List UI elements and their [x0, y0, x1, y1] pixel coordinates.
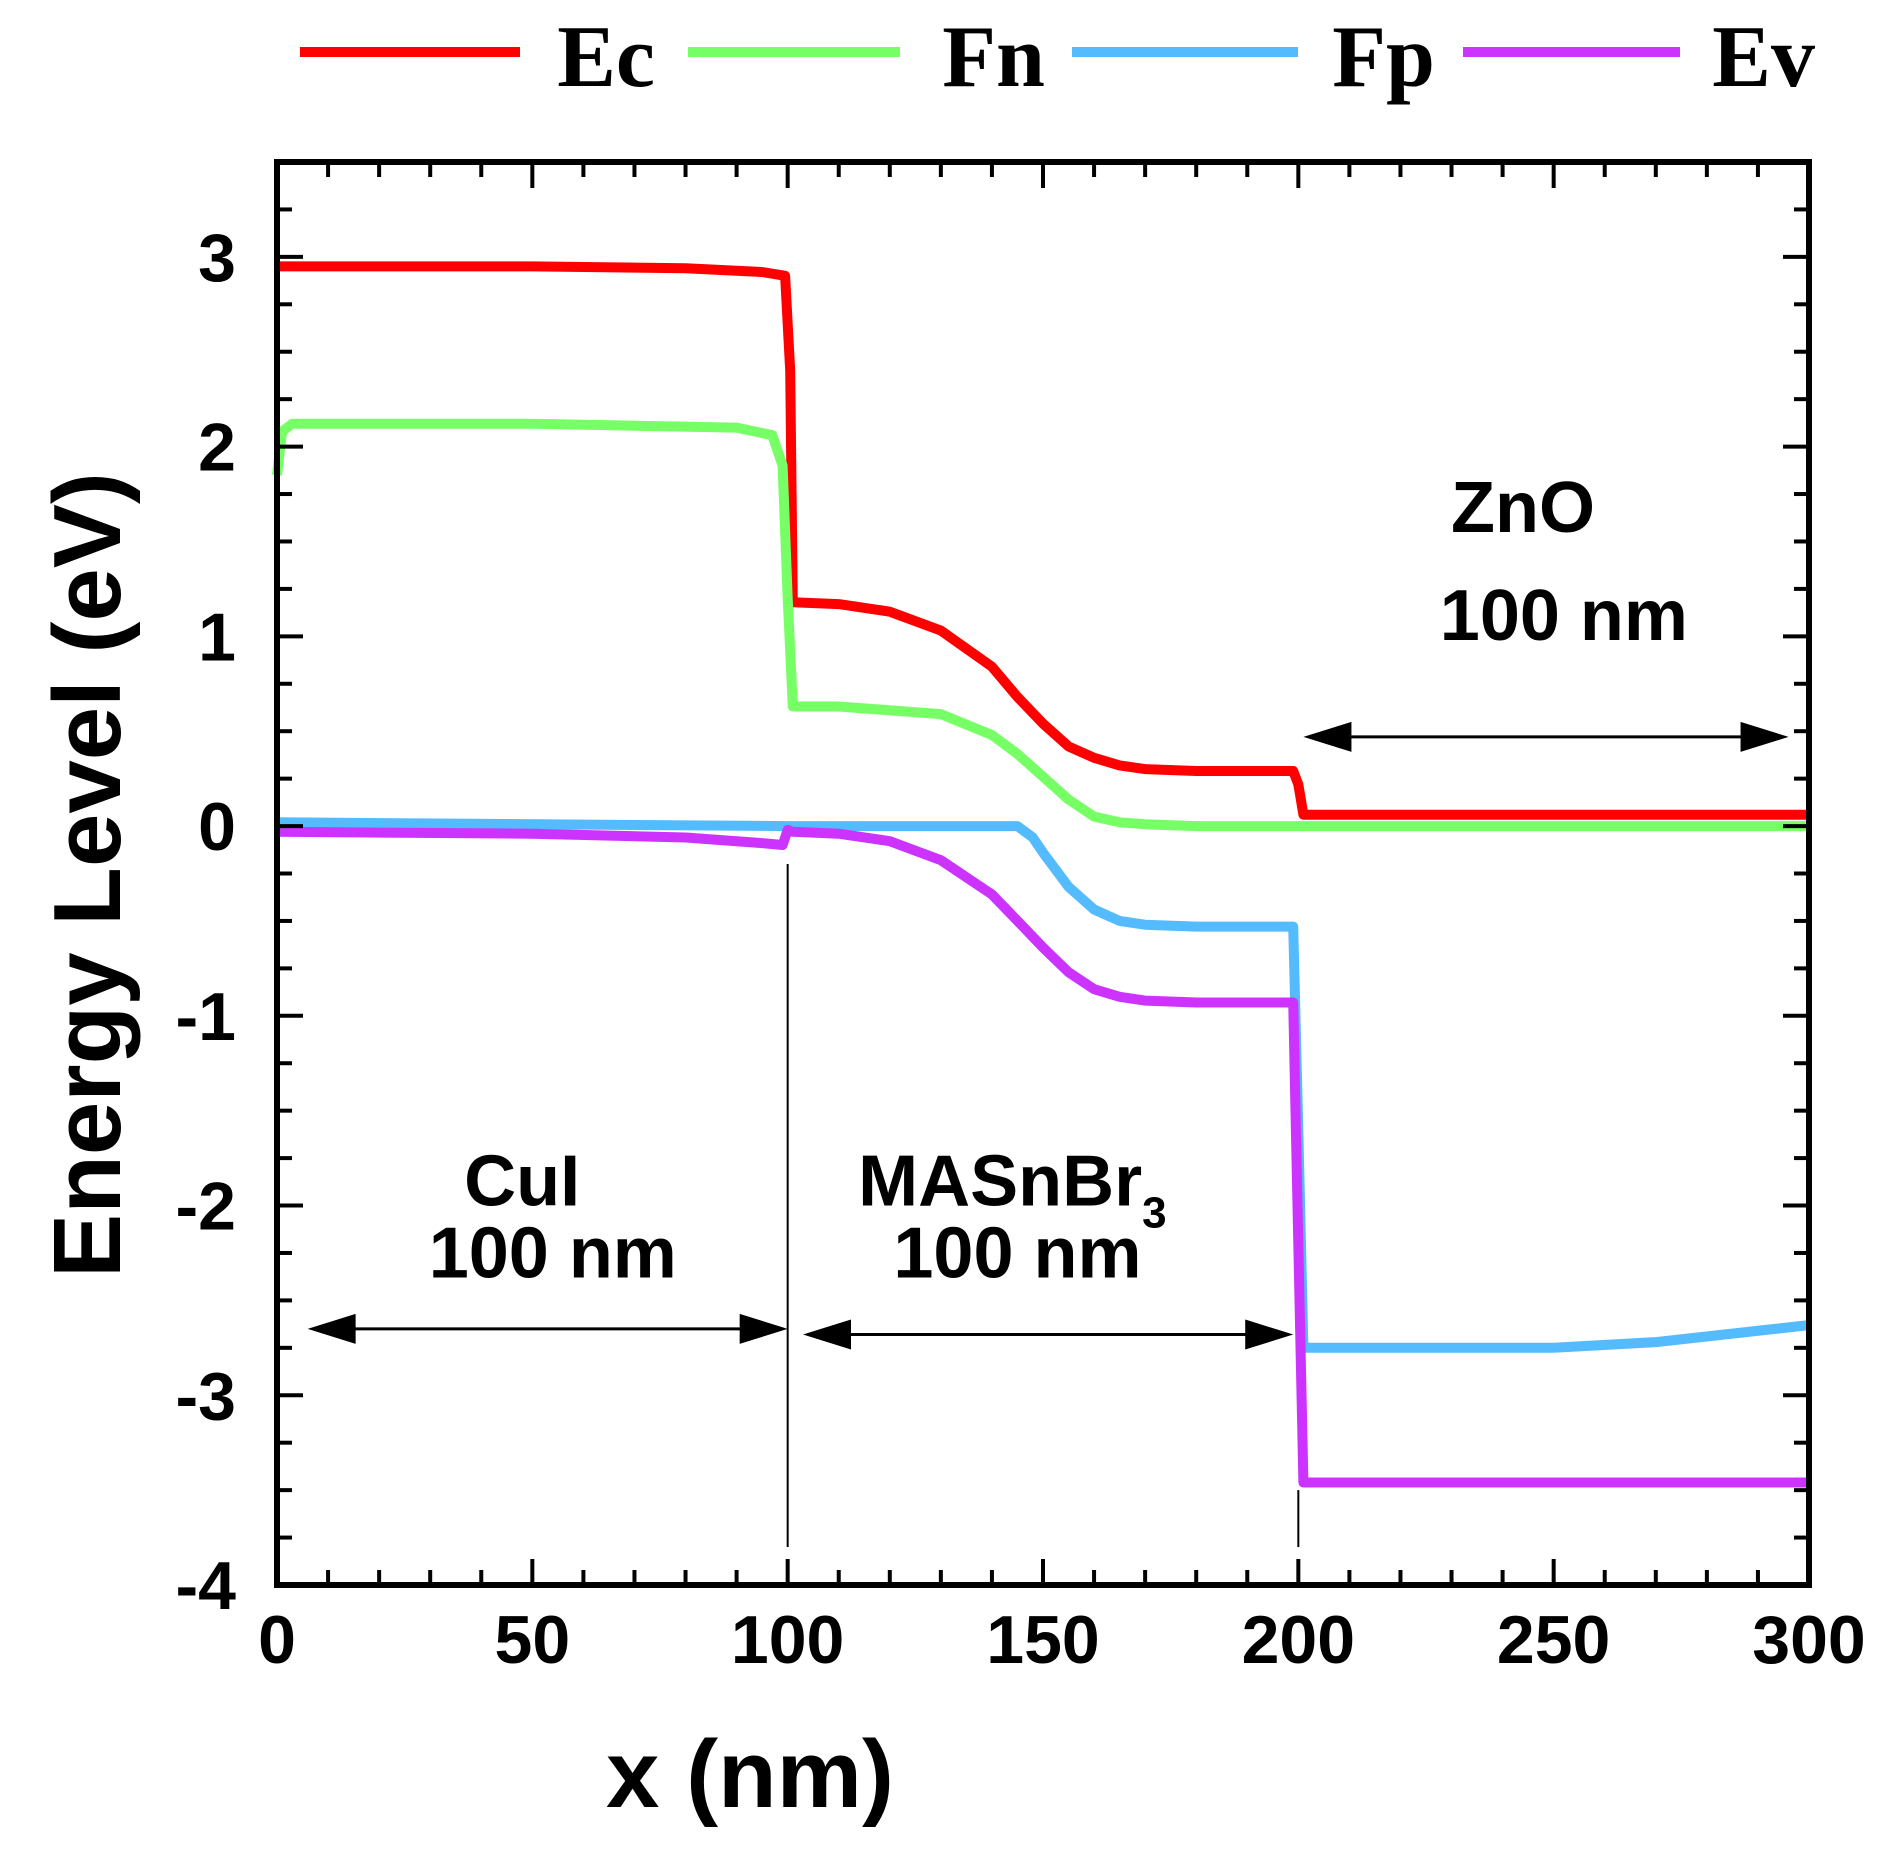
thickness-arrowhead-left-1	[308, 1314, 356, 1344]
x-tick-label: 200	[1242, 1602, 1355, 1678]
x-axis-title: x (nm)	[606, 1721, 894, 1828]
thickness-arrowhead-right-3	[1741, 722, 1789, 752]
y-tick-label: 2	[198, 410, 236, 486]
annotation-cui-thk: 100 nm	[429, 1214, 677, 1294]
annotation-cui: CuI	[464, 1142, 580, 1222]
legend: Ec Fn Fp Ev	[300, 9, 1815, 106]
x-tick-label: 50	[495, 1602, 571, 1678]
legend-label-ec: Ec	[557, 9, 655, 106]
x-tick-label: 300	[1752, 1602, 1865, 1678]
y-axis-title: Energy Level (eV)	[34, 472, 141, 1278]
annotations: CuI100 nmMASnBr3100 nmZnO100 nm	[308, 468, 1789, 1350]
y-tick-label: 0	[198, 789, 236, 865]
y-tick-label: -2	[176, 1169, 236, 1245]
y-tick-label: -4	[176, 1548, 237, 1624]
thickness-arrowhead-right-2	[1245, 1320, 1293, 1350]
x-tick-label: 250	[1497, 1602, 1610, 1678]
y-tick-label: -1	[176, 979, 236, 1055]
legend-label-fp: Fp	[1332, 9, 1435, 106]
thickness-arrowhead-left-2	[803, 1320, 851, 1350]
y-tick-label: 1	[198, 599, 236, 675]
energy-band-diagram: EcFnFpEv CuI100 nmMASnBr3100 nmZnO100 nm…	[0, 0, 1881, 1855]
axes	[277, 162, 1809, 1585]
legend-label-fn: Fn	[942, 9, 1045, 106]
y-tick-label: 3	[198, 220, 236, 296]
plot-frame	[277, 162, 1809, 1585]
tick-labels: 0 50 100 150 200 250 300 3 2 1 0 -1 -2 -3 -4	[176, 220, 1866, 1678]
series-layer	[277, 266, 1809, 1482]
annotation-zno-thk: 100 nm	[1440, 576, 1688, 656]
legend-label-ev: Ev	[1712, 9, 1815, 106]
x-tick-label: 150	[986, 1602, 1099, 1678]
x-tick-label: 0	[258, 1602, 296, 1678]
annotation-masnbr3-thk: 100 nm	[893, 1214, 1141, 1294]
annotation-zno: ZnO	[1451, 468, 1595, 548]
x-tick-label: 100	[731, 1602, 844, 1678]
annotation-masnbr3-subscript: 3	[1142, 1189, 1166, 1238]
y-tick-label: -3	[176, 1358, 236, 1434]
thickness-arrowhead-right-1	[740, 1314, 788, 1344]
thickness-arrowhead-left-3	[1303, 722, 1351, 752]
